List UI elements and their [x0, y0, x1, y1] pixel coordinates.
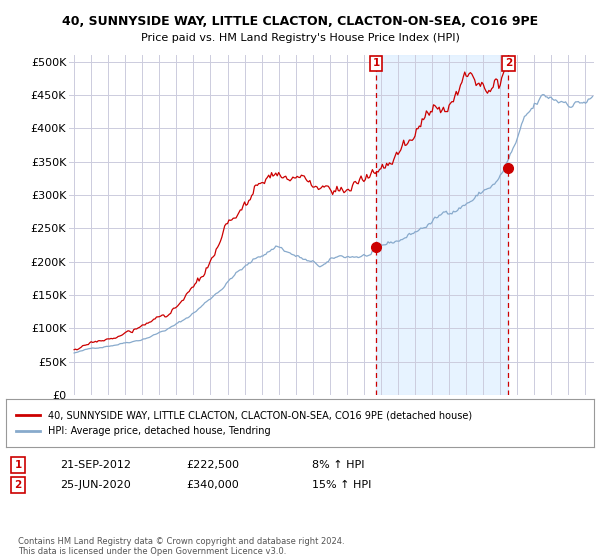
Text: 21-SEP-2012: 21-SEP-2012	[60, 460, 131, 470]
Text: 2: 2	[14, 480, 22, 490]
Text: Contains HM Land Registry data © Crown copyright and database right 2024.
This d: Contains HM Land Registry data © Crown c…	[18, 536, 344, 556]
Text: Price paid vs. HM Land Registry's House Price Index (HPI): Price paid vs. HM Land Registry's House …	[140, 33, 460, 43]
Text: £222,500: £222,500	[186, 460, 239, 470]
Text: 15% ↑ HPI: 15% ↑ HPI	[312, 480, 371, 490]
Text: 25-JUN-2020: 25-JUN-2020	[60, 480, 131, 490]
Text: 2: 2	[505, 58, 512, 68]
Text: 8% ↑ HPI: 8% ↑ HPI	[312, 460, 365, 470]
Legend: 40, SUNNYSIDE WAY, LITTLE CLACTON, CLACTON-ON-SEA, CO16 9PE (detached house), HP: 40, SUNNYSIDE WAY, LITTLE CLACTON, CLACT…	[12, 406, 476, 440]
Text: 1: 1	[14, 460, 22, 470]
Text: £340,000: £340,000	[186, 480, 239, 490]
Bar	[376, 55, 508, 395]
Text: 40, SUNNYSIDE WAY, LITTLE CLACTON, CLACTON-ON-SEA, CO16 9PE: 40, SUNNYSIDE WAY, LITTLE CLACTON, CLACT…	[62, 15, 538, 28]
Text: 1: 1	[373, 58, 380, 68]
